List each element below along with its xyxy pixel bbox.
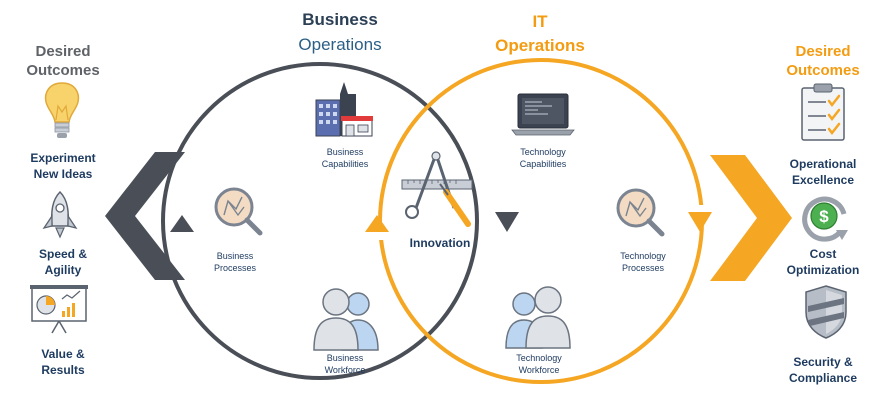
drafting-tools-icon — [401, 151, 473, 232]
business-capabilities-label: Business Capabilities — [321, 147, 369, 169]
it-ring-arrowhead-left — [365, 215, 389, 232]
right-outcomes-title: Desired Outcomes — [786, 43, 860, 79]
left-item-value-label: Value & Results — [41, 347, 85, 377]
right-item-cost-label: Cost Optimization — [786, 247, 860, 277]
laptop-icon — [511, 92, 575, 136]
technology-capabilities-label: Technology Capabilities — [519, 147, 567, 169]
buildings-icon — [312, 80, 376, 138]
business-ring-arrowhead-left — [170, 215, 194, 232]
shield-icon — [804, 284, 848, 340]
technology-workforce-icon — [504, 286, 574, 350]
svg-text:$: $ — [819, 207, 829, 226]
business-workforce-label: Business Workforce — [324, 353, 366, 375]
checklist-icon — [800, 83, 846, 142]
left-item-experiment-label: Experiment New Ideas — [30, 151, 96, 181]
it-operations-title: IT Operations — [495, 12, 585, 55]
it-ring-arrowhead-right — [688, 212, 712, 232]
business-operations-ring — [161, 62, 479, 380]
business-ring-arrowhead-right — [495, 212, 519, 232]
presentation-chart-icon — [30, 285, 88, 335]
technology-processes-label: Technology Processes — [620, 251, 666, 273]
right-item-operational-label: Operational Excellence — [789, 157, 857, 187]
right-item-security-label: Security & Compliance — [788, 355, 857, 385]
lightbulb-icon — [40, 80, 84, 142]
dollar-cycle-icon: $ — [800, 192, 852, 244]
technology-processes-icon — [612, 186, 666, 240]
business-workforce-icon — [312, 288, 382, 352]
left-item-speed-label: Speed & Agility — [38, 247, 87, 277]
technology-workforce-label: Technology Workforce — [516, 353, 562, 375]
business-operations-title: Business — [302, 10, 378, 29]
business-operations-subtitle: Operations — [298, 35, 382, 54]
rocket-icon — [40, 190, 80, 240]
business-processes-icon — [210, 185, 264, 239]
innovation-label: Innovation — [409, 236, 471, 250]
business-processes-label: Business Processes — [213, 251, 257, 273]
left-chevron — [105, 152, 185, 280]
right-chevron — [710, 155, 792, 281]
left-outcomes-title: Desired Outcomes — [26, 43, 100, 79]
